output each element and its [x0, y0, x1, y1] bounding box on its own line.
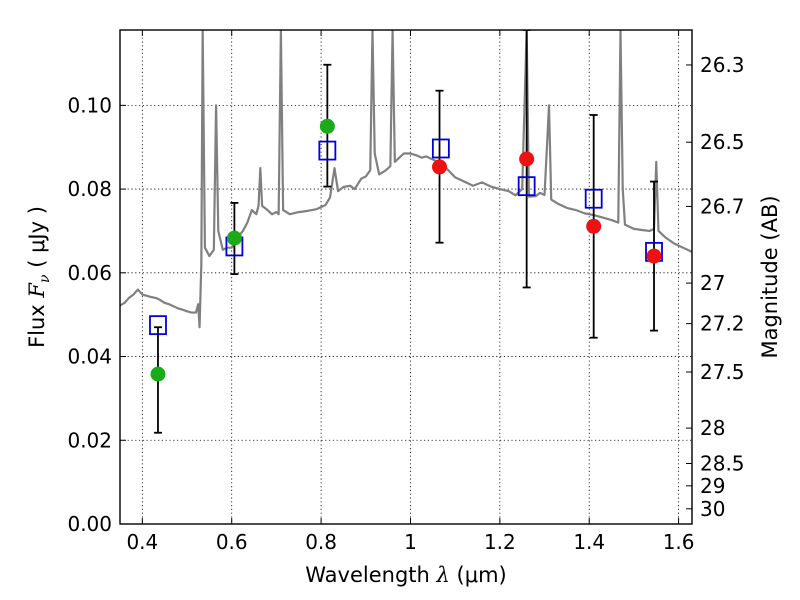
y-tick-label: 0.08: [67, 177, 112, 201]
observed-green-point: [150, 366, 166, 382]
model-band-square: [584, 188, 603, 209]
y2-tick-label: 26.3: [700, 53, 745, 77]
plot-frame: [119, 29, 693, 525]
y2-tick-label: 29: [700, 474, 725, 498]
x-tick-label: 1: [404, 530, 417, 554]
x-tick-label: 1.6: [663, 530, 695, 554]
y2-tick-label: 27: [700, 271, 725, 295]
y-axis-label: Flux Fν ( μJy ): [25, 206, 53, 348]
x-tick-label: 1.4: [573, 530, 605, 554]
y2-tick-label: 26.7: [700, 194, 745, 218]
y2-tick-label: 28: [700, 416, 725, 440]
observed-red-point: [646, 248, 662, 264]
y2-tick-label: 27.5: [700, 360, 745, 384]
model-band-square: [517, 176, 536, 197]
observed-red-point: [432, 159, 448, 175]
y-tick-label: 0.00: [67, 512, 112, 536]
y2-tick-label: 30: [700, 497, 725, 521]
y-tick-label: 0.06: [67, 261, 112, 285]
observed-green-point: [319, 118, 335, 134]
observed-green-point: [226, 230, 242, 246]
x-tick-label: 0.8: [305, 530, 337, 554]
y2-axis-label: Magnitude (AB): [758, 195, 782, 358]
model-spectrum-line: [120, 30, 692, 329]
x-tick-label: 0.4: [126, 530, 158, 554]
y2-tick-label: 26.5: [700, 130, 745, 154]
model-band-square: [149, 315, 167, 336]
x-axis-label: Wavelength λ (μm): [305, 563, 506, 587]
observed-red-point: [519, 151, 535, 167]
x-tick-label: 0.6: [216, 530, 248, 554]
model-band-square: [318, 140, 337, 161]
x-tick-label: 1.2: [484, 530, 516, 554]
y-tick-label: 0.10: [67, 93, 112, 117]
grid: [120, 30, 692, 525]
y-tick-label: 0.04: [67, 345, 112, 369]
observed-red-point: [586, 218, 602, 234]
plot-area: [120, 30, 692, 434]
model-band-square: [431, 138, 450, 159]
y2-tick-label: 27.2: [700, 312, 745, 336]
axes: 0.4 0.6 0.8 1 1.2 1.4 1.6 0.00 0.02 0.04 0.06 0.08 0…: [67, 30, 745, 554]
y2-tick-label: 28.5: [700, 451, 745, 475]
y-tick-label: 0.02: [67, 428, 112, 452]
